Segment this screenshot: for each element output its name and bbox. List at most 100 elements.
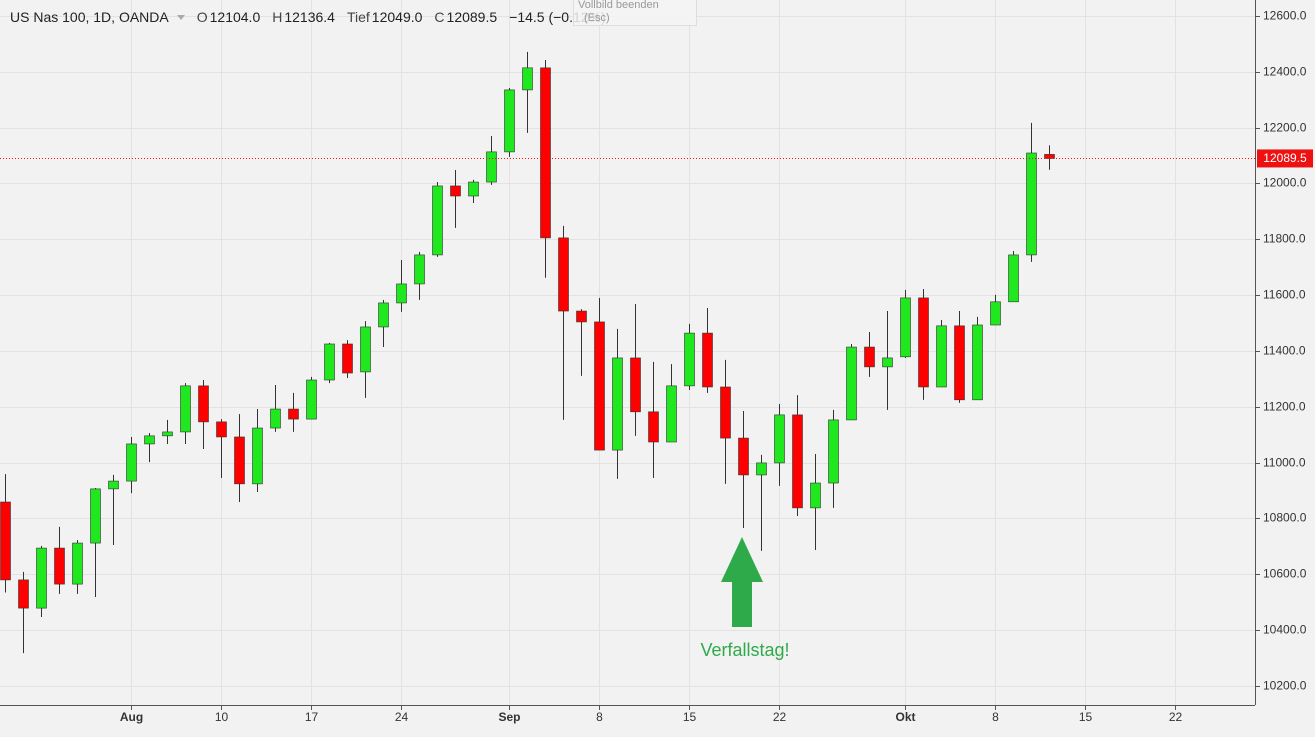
candle-body xyxy=(36,547,47,609)
y-tick-label: 10400.0 xyxy=(1263,623,1307,637)
x-tick-label: 15 xyxy=(1079,710,1093,724)
x-tick-label: 8 xyxy=(992,710,999,724)
candle-body xyxy=(1044,154,1055,159)
y-tick-label: 12400.0 xyxy=(1263,65,1307,79)
candle-body xyxy=(756,462,767,476)
y-tick-label: 12600.0 xyxy=(1263,9,1307,23)
candle-body xyxy=(180,385,191,433)
last-price-box xyxy=(1257,149,1313,168)
candle-body xyxy=(270,408,281,429)
candle-body xyxy=(396,283,407,304)
tooltip-text: Vollbild beenden xyxy=(578,0,659,11)
candle-body xyxy=(810,482,821,509)
last-price-label: 12089.5 xyxy=(1263,151,1307,165)
close-value: 12089.5 xyxy=(446,9,498,25)
candle-body xyxy=(738,437,749,476)
y-tick-label: 11600.0 xyxy=(1263,288,1306,302)
candle-body xyxy=(468,181,479,197)
candle-body xyxy=(882,357,893,368)
y-tick-label: 10800.0 xyxy=(1263,511,1307,525)
y-tick-label: 10600.0 xyxy=(1263,567,1307,581)
dropdown[interactable] xyxy=(176,14,185,20)
tooltip-shortcut: (Esc) xyxy=(584,12,610,24)
candle-body xyxy=(504,89,515,153)
candle-body xyxy=(666,385,677,443)
candle-body xyxy=(990,301,1001,326)
candle-body xyxy=(378,302,389,328)
candle-body xyxy=(0,501,11,581)
tooltip[interactable]: Vollbild beenden (Esc) xyxy=(573,0,697,26)
candle-body xyxy=(90,488,101,544)
candle-body xyxy=(144,435,155,445)
annotation-arrow xyxy=(721,537,763,627)
x-tick-label: Okt xyxy=(895,710,915,724)
close-label: C xyxy=(434,9,445,25)
candle-body xyxy=(1008,254,1019,303)
x-tick-label: 8 xyxy=(596,710,603,724)
candle-body xyxy=(108,480,119,490)
chart-header: US Nas 100, 1D, OANDA O 12104.0 H 12136.4 Tie… xyxy=(10,9,618,25)
candle-body xyxy=(486,151,497,183)
candle-body xyxy=(648,411,659,443)
candle-body xyxy=(576,310,587,323)
x-tick-label: 22 xyxy=(1169,710,1183,724)
y-tick-label: 10200.0 xyxy=(1263,679,1307,693)
x-tick-label: 10 xyxy=(215,710,229,724)
candle-body xyxy=(558,237,569,312)
y-tick-label: 11400.0 xyxy=(1263,344,1306,358)
candle-body xyxy=(162,431,173,437)
x-tick-label: Aug xyxy=(120,710,143,724)
candle-body xyxy=(342,343,353,374)
candle-body xyxy=(936,325,947,388)
candle-body xyxy=(234,436,245,485)
candle-body xyxy=(828,419,839,484)
candle-body xyxy=(54,547,65,585)
candle-body xyxy=(612,357,623,451)
y-tick-label: 11000.0 xyxy=(1263,456,1306,470)
candle-body xyxy=(432,185,443,256)
grid xyxy=(0,0,1255,705)
candle-body xyxy=(720,386,731,439)
high-label: H xyxy=(272,9,283,25)
y-tick-label: 12200.0 xyxy=(1263,121,1307,135)
candles xyxy=(0,51,1055,654)
candle-body xyxy=(792,414,803,509)
candle-body xyxy=(216,421,227,438)
candle-body xyxy=(324,343,335,381)
candle-body xyxy=(414,254,425,285)
candle-body xyxy=(1026,152,1037,256)
candle-body xyxy=(972,324,983,401)
y-tick-label: 12000.0 xyxy=(1263,176,1307,190)
candle-body xyxy=(198,385,209,423)
candle-body xyxy=(918,297,929,388)
candle-body xyxy=(288,408,299,420)
candle-body xyxy=(900,297,911,358)
candle-body xyxy=(252,427,263,485)
x-tick-label: 15 xyxy=(683,710,697,724)
x-tick-label: 24 xyxy=(395,710,409,724)
candle-body xyxy=(306,379,317,420)
low-label: Tief xyxy=(346,9,370,25)
candle-body xyxy=(774,414,785,464)
candle-body xyxy=(846,346,857,421)
candle-body xyxy=(684,332,695,387)
high-value: 12136.4 xyxy=(284,9,335,25)
candle-body xyxy=(360,326,371,373)
candle-body xyxy=(864,346,875,368)
candle-body xyxy=(126,443,137,482)
candle-body xyxy=(18,579,29,609)
y-tick-label: 11800.0 xyxy=(1263,232,1306,246)
candle-body xyxy=(702,332,713,388)
open-label: O xyxy=(196,9,208,25)
candle-body xyxy=(540,67,551,239)
symbol: US Nas 100, 1D, OANDA xyxy=(10,9,169,25)
x-tick-label: 17 xyxy=(305,710,319,724)
x-tick-label: 22 xyxy=(773,710,787,724)
candle-body xyxy=(594,321,605,451)
open-value: 12104.0 xyxy=(209,9,261,25)
candle-body xyxy=(522,67,533,91)
candle-body xyxy=(630,357,641,413)
